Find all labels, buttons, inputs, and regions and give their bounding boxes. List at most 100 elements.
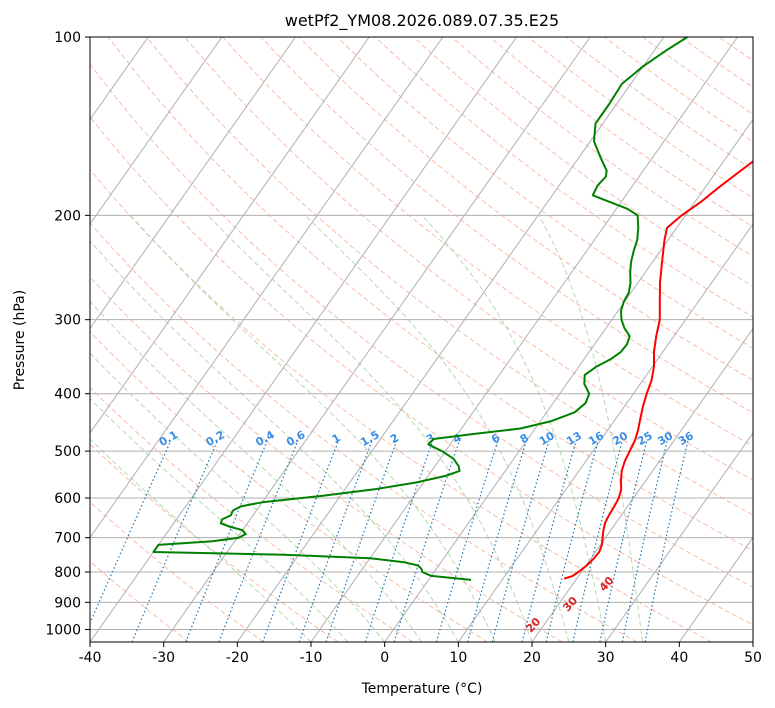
dry-adiabat-line — [336, 37, 753, 349]
isotherm-line — [90, 37, 296, 330]
dry-adiabat-line — [375, 37, 753, 318]
dry-adiabat-line — [90, 443, 339, 642]
mixing-ratio-label: 10 — [537, 429, 557, 448]
dry-adiabat-line — [90, 331, 488, 642]
isotherm-line — [90, 37, 517, 642]
dry-adiabat-line — [90, 501, 264, 642]
x-tick-label: -40 — [79, 650, 102, 666]
moist-adiabat-line — [90, 300, 422, 642]
isotherm-line — [605, 432, 753, 642]
mixing-ratio-line — [435, 440, 499, 642]
x-axis: -40 -30 -20 -10 0 10 20 30 40 50 — [79, 642, 762, 666]
dry-adiabat-line — [527, 37, 753, 199]
mixing-ratio-line — [298, 440, 373, 642]
y-tick-label: 200 — [54, 208, 81, 224]
sounding-profiles — [152, 37, 753, 581]
mixing-ratio-line — [545, 440, 599, 642]
mixing-ratio-line — [599, 440, 648, 642]
dry-adiabat-line — [757, 37, 775, 642]
moist-adiabat-line — [207, 214, 533, 642]
dry-adiabat-line — [146, 37, 753, 516]
isotherm-line — [384, 118, 753, 642]
mixing-ratio-label: 1 — [330, 431, 343, 446]
y-axis-label: Pressure (hPa) — [12, 290, 28, 390]
mixing-ratio-label: 0.2 — [204, 428, 227, 449]
isotherm-line — [90, 37, 370, 434]
isotherm-line — [90, 37, 444, 539]
y-tick-label: 600 — [54, 491, 81, 507]
y-tick-label: 800 — [54, 565, 81, 581]
dry-adiabat-label: 20 — [523, 615, 543, 635]
chart-title: wetPf2_YM08.2026.089.07.35.E25 — [285, 11, 559, 31]
mixing-ratio-label: 13 — [564, 429, 584, 448]
mixing-ratio-line — [491, 440, 550, 642]
dry-adiabat-line — [90, 386, 414, 642]
x-tick-label: 20 — [523, 650, 541, 666]
moist-adiabat-line — [538, 215, 643, 642]
mixing-ratio-label: 16 — [586, 429, 606, 448]
mixing-ratio-line — [262, 440, 340, 642]
isotherm-line — [678, 536, 753, 642]
mixing-ratio-label: 6 — [489, 431, 502, 446]
dry-adiabat-line — [680, 37, 753, 88]
dry-adiabat-line — [222, 37, 753, 447]
moist-adiabat-line — [130, 214, 496, 642]
mixing-ratio-label: 30 — [655, 429, 675, 448]
y-tick-label: 900 — [54, 595, 81, 611]
moist-adiabat-line — [90, 438, 312, 642]
isotherm-line — [0, 37, 1, 642]
plot-frame — [89, 36, 754, 643]
moist-adiabat-line — [90, 352, 386, 642]
dry-adiabat-line — [451, 37, 753, 257]
mixing-ratio-line — [644, 440, 689, 642]
mixing-ratio-line — [325, 440, 398, 642]
y-tick-label: 700 — [54, 531, 81, 547]
dry-adiabat-line — [604, 37, 753, 143]
mixing-ratio-label: 4 — [451, 431, 464, 446]
mixing-ratio-label: 8 — [518, 431, 531, 446]
y-tick-label: 300 — [54, 313, 81, 329]
x-tick-label: 10 — [449, 650, 467, 666]
dry-adiabat-line — [298, 37, 753, 381]
dry-adiabat-line — [90, 63, 753, 588]
dry-adiabat-label: 40 — [597, 574, 617, 594]
mixing-ratio-line — [131, 440, 219, 642]
isotherm-line — [90, 37, 223, 225]
mixing-ratio-label: 0.4 — [253, 428, 277, 449]
mixing-ratio-label: 0.1 — [157, 428, 180, 449]
x-tick-label: 50 — [744, 650, 762, 666]
y-axis: 100 200 300 400 500 600 700 800 900 1000 — [45, 30, 90, 638]
mixing-ratio-label: 0.6 — [284, 428, 308, 449]
y-tick-label: 500 — [54, 444, 81, 460]
x-tick-label: -30 — [152, 650, 175, 666]
temperature-profile — [563, 160, 753, 580]
mixing-ratio-line — [521, 440, 577, 642]
x-tick-label: 30 — [597, 650, 615, 666]
dry-adiabat-line — [90, 222, 638, 642]
mixing-ratio-line — [572, 440, 623, 642]
y-tick-label: 100 — [54, 30, 81, 46]
dry-adiabat-line — [107, 37, 753, 552]
x-tick-label: 40 — [670, 650, 688, 666]
x-tick-label: -10 — [300, 650, 323, 666]
mixing-ratio-line — [621, 440, 668, 642]
isotherm-line — [310, 37, 738, 642]
moist-adiabat-line — [90, 240, 459, 642]
y-tick-label: 400 — [54, 387, 81, 403]
mixing-ratio-line — [466, 440, 527, 642]
x-axis-label: Temperature (°C) — [361, 681, 483, 697]
isotherm-line — [457, 223, 753, 642]
dewpoint-profile — [152, 37, 688, 581]
y-tick-label: 1000 — [45, 622, 81, 638]
dry-adiabat-line — [489, 37, 753, 228]
dry-adiabat-line — [90, 168, 712, 642]
isotherm-line — [163, 37, 591, 642]
mixing-ratio-line — [90, 440, 172, 625]
x-tick-label: 0 — [380, 650, 389, 666]
background-lines — [0, 37, 775, 642]
mixing-ratio-label: 1.5 — [358, 428, 381, 449]
dry-adiabat-line — [260, 37, 753, 414]
x-tick-label: -20 — [226, 650, 249, 666]
isotherm-line — [236, 37, 665, 642]
